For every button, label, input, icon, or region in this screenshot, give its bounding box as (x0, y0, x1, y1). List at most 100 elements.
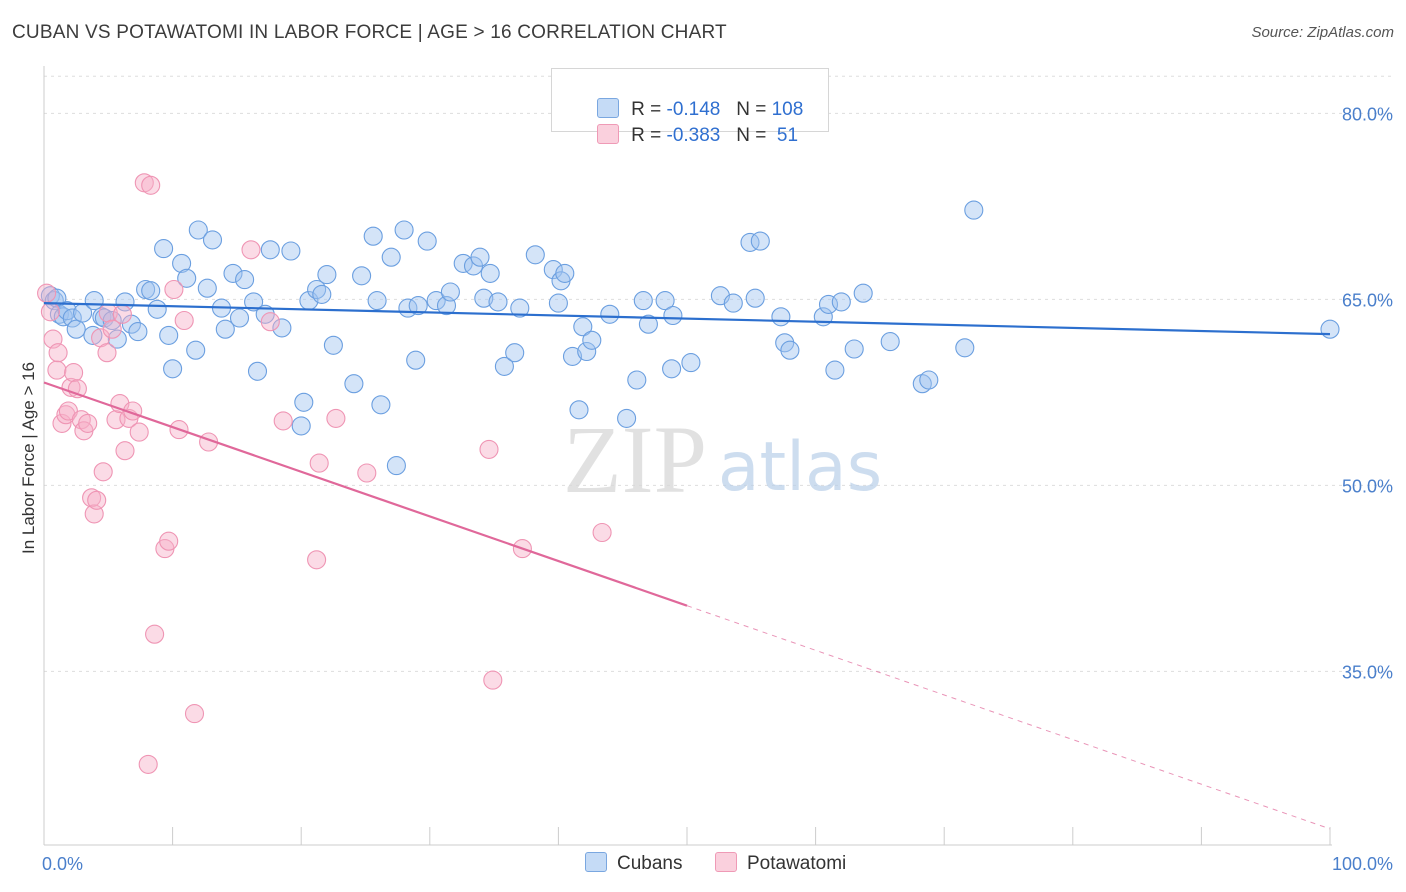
point-potawatomi (48, 343, 68, 363)
point-potawatomi (40, 302, 60, 322)
point-cubans (555, 263, 575, 283)
point-cubans (494, 356, 514, 376)
legend-row-cubans: R = -0.148 N = 108 (576, 76, 803, 120)
point-cubans (723, 293, 743, 313)
point-cubans (831, 292, 851, 312)
point-potawatomi (61, 377, 81, 397)
y-tick-label: 65.0% (1342, 290, 1393, 310)
point-potawatomi (87, 490, 107, 510)
point-cubans (525, 245, 545, 265)
point-cubans (154, 239, 174, 259)
point-cubans (780, 340, 800, 360)
point-cubans (188, 220, 208, 240)
point-cubans (633, 291, 653, 311)
point-cubans (480, 263, 500, 283)
legend-r-label: R = (631, 99, 667, 120)
point-cubans (681, 353, 701, 373)
point-cubans (844, 339, 864, 359)
point-potawatomi (357, 463, 377, 483)
point-cubans (488, 292, 508, 312)
point-cubans (260, 240, 280, 260)
point-potawatomi (164, 279, 184, 300)
point-potawatomi (260, 312, 280, 332)
point-cubans (371, 395, 391, 415)
point-cubans (1320, 319, 1340, 339)
point-cubans (281, 241, 301, 261)
point-cubans (662, 359, 682, 379)
point-cubans (548, 293, 568, 313)
point-cubans (408, 296, 428, 316)
legend-r-label: R = (631, 125, 667, 146)
point-cubans (394, 220, 414, 240)
point-potawatomi (159, 531, 179, 551)
point-cubans (186, 340, 206, 360)
point-cubans (562, 346, 583, 366)
y-tick-label: 35.0% (1342, 662, 1393, 682)
axes (43, 66, 1332, 846)
correlation-legend: R = -0.148 N = 108 R = -0.383 N = 51 (551, 68, 829, 146)
point-cubans (912, 374, 932, 394)
point-cubans (417, 231, 437, 251)
point-cubans (745, 288, 765, 308)
point-potawatomi (97, 343, 117, 363)
point-cubans (381, 247, 401, 267)
point-cubans (172, 253, 192, 273)
trend-line-potawatomi (43, 381, 688, 607)
point-cubans (663, 305, 683, 326)
legend-row-potawatomi: R = -0.383 N = 51 (576, 102, 798, 146)
point-cubans (147, 299, 167, 319)
point-cubans (919, 370, 939, 390)
watermark-zip: ZIP (563, 406, 707, 513)
legend-r-value: -0.148 (666, 99, 721, 120)
point-potawatomi (112, 304, 132, 324)
series-label-cubans: Cubans (617, 853, 683, 874)
point-cubans (505, 343, 525, 363)
point-cubans (235, 270, 255, 290)
point-cubans (426, 291, 446, 311)
source-label: Source: ZipAtlas.com (1251, 24, 1394, 41)
point-cubans (853, 283, 873, 303)
series-swatch-cubans (585, 852, 607, 872)
watermark-atlas: atlas (718, 428, 882, 507)
point-potawatomi (64, 363, 84, 383)
series-label-potawatomi: Potawatomi (747, 853, 847, 874)
legend-n-label: N = (736, 125, 772, 146)
point-potawatomi (145, 624, 165, 644)
point-cubans (964, 200, 984, 220)
series-legend-cubans: Cubans (585, 852, 683, 875)
y-tick-label: 50.0% (1342, 476, 1393, 496)
point-cubans (312, 284, 332, 304)
point-cubans (115, 292, 135, 312)
series-legend: Cubans Potawatomi (0, 852, 1406, 878)
point-cubans (352, 266, 372, 286)
point-potawatomi (273, 411, 293, 431)
point-cubans (955, 338, 975, 358)
chart-title: CUBAN VS POTAWATOMI IN LABOR FORCE | AGE… (12, 22, 727, 43)
point-cubans (386, 456, 406, 476)
point-cubans (223, 263, 243, 283)
tick-labels: 80.0% 65.0% 50.0% 35.0% 0.0% 100.0% (42, 104, 1393, 874)
series-legend-potawatomi: Potawatomi (715, 852, 846, 875)
trend-line-cubans (43, 302, 1331, 336)
point-cubans (244, 292, 264, 312)
point-potawatomi (592, 522, 612, 543)
point-cubans (577, 341, 597, 362)
x-tick-label: 0.0% (42, 854, 83, 874)
point-cubans (83, 325, 103, 345)
trend-line-potawatomi-extension (686, 605, 1331, 830)
legend-n-label: N = (736, 99, 772, 120)
point-cubans (600, 304, 620, 324)
legend-r-value: -0.383 (666, 125, 721, 146)
watermark: ZIP atlas (563, 406, 882, 513)
point-cubans (202, 230, 223, 250)
point-cubans (294, 392, 314, 412)
point-potawatomi (309, 453, 329, 473)
trend-lines (43, 302, 1331, 830)
point-potawatomi (141, 175, 161, 195)
point-cubans (317, 265, 337, 285)
point-cubans (825, 360, 845, 380)
legend-n-value: 108 (771, 99, 804, 120)
point-cubans (66, 319, 86, 339)
point-potawatomi (37, 283, 57, 303)
point-cubans (247, 361, 268, 381)
